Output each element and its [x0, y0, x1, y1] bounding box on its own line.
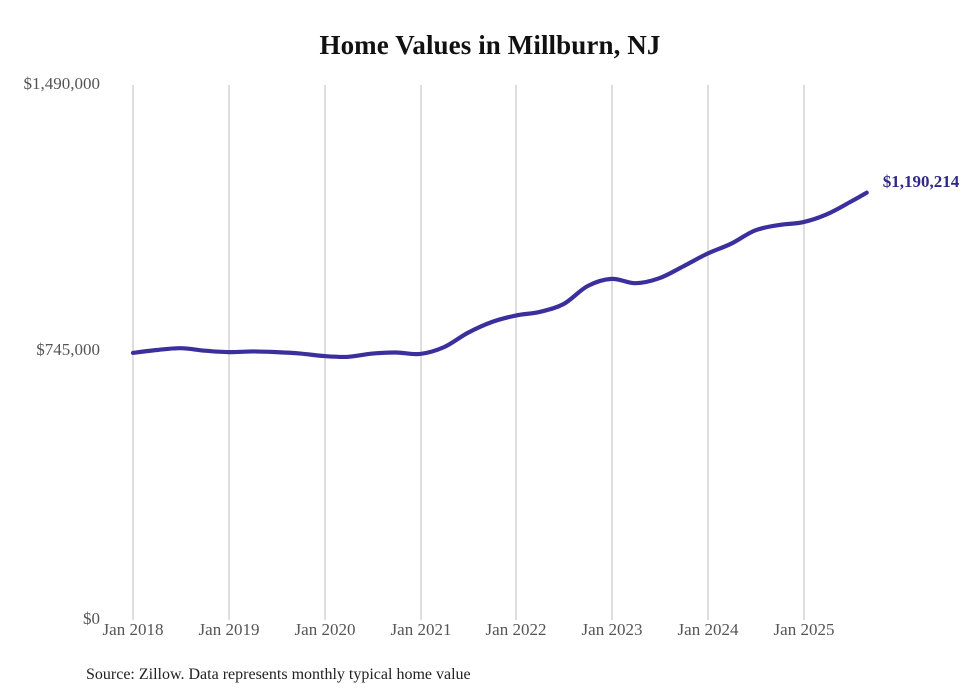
- x-axis-tick-label-jan-2024: Jan 2024: [677, 620, 739, 639]
- x-axis-tick-label-jan-2019: Jan 2019: [198, 620, 260, 639]
- chart-title: Home Values in Millburn, NJ: [319, 30, 661, 60]
- x-axis-tick-label-jan-2020: Jan 2020: [294, 620, 356, 639]
- y-axis-tick-label-mid: $745,000: [36, 340, 100, 359]
- x-axis-tick-label-jan-2022: Jan 2022: [485, 620, 547, 639]
- y-axis-tick-label-bottom: $0: [83, 609, 100, 628]
- x-axis-tick-label-jan-2018: Jan 2018: [102, 620, 164, 639]
- line-path-typical-home-value: [130, 190, 869, 360]
- data-series-typical-home-value: [130, 190, 869, 360]
- source-note: Source: Zillow. Data represents monthly …: [86, 666, 471, 683]
- y-axis-tick-label-top: $1,490,000: [23, 74, 101, 93]
- x-axis-tick-label-jan-2025: Jan 2025: [773, 620, 835, 639]
- end-value-label: $1,190,214: [882, 171, 960, 191]
- x-axis-tick-label-jan-2021: Jan 2021: [390, 620, 452, 639]
- x-axis-tick-label-jan-2023: Jan 2023: [581, 620, 643, 639]
